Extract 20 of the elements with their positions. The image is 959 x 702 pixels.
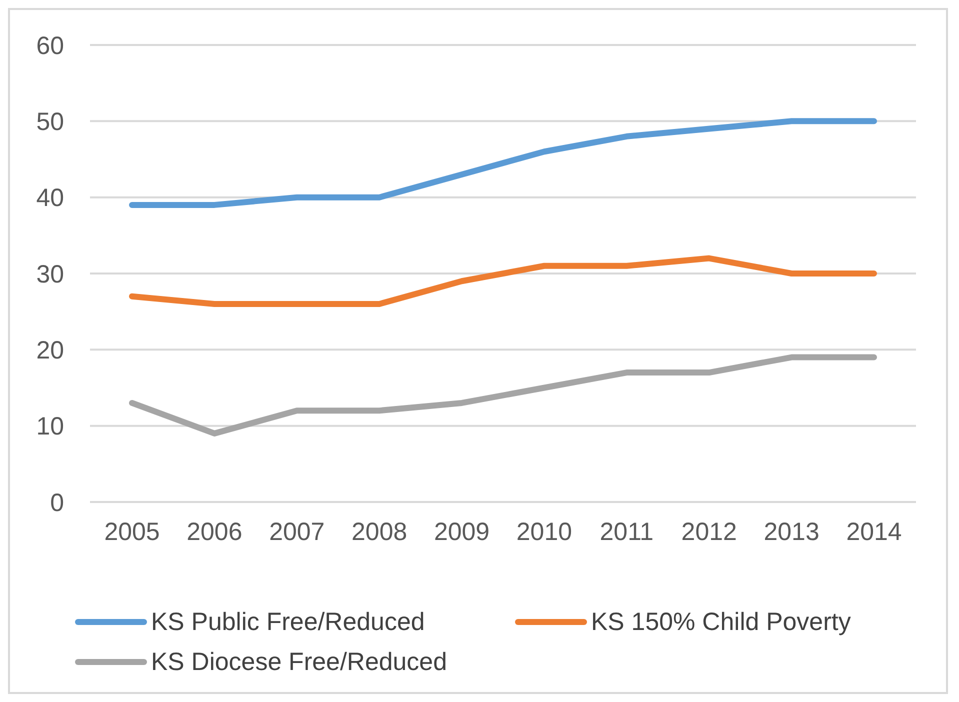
y-tick-label: 20 (36, 336, 64, 365)
x-tick-label: 2009 (434, 518, 490, 546)
x-tick-label: 2012 (681, 518, 737, 546)
legend-label: KS 150% Child Poverty (591, 608, 851, 636)
x-tick-label: 2014 (846, 518, 902, 546)
x-tick-label: 2007 (269, 518, 325, 546)
y-tick-label: 0 (50, 488, 64, 517)
x-tick-label: 2013 (764, 518, 820, 546)
x-tick-label: 2005 (104, 518, 160, 546)
y-tick-label: 30 (36, 260, 64, 288)
x-tick-label: 2011 (600, 518, 654, 546)
y-tick-label: 60 (36, 32, 64, 60)
x-tick-label: 2008 (352, 518, 408, 546)
legend-label: KS Public Free/Reduced (151, 608, 425, 636)
y-tick-label: 10 (36, 412, 64, 441)
y-tick-label: 50 (36, 108, 64, 136)
x-tick-label: 2006 (186, 518, 242, 546)
legend-label: KS Diocese Free/Reduced (151, 648, 447, 676)
y-tick-label: 40 (36, 184, 64, 212)
x-tick-label: 2010 (516, 518, 572, 546)
